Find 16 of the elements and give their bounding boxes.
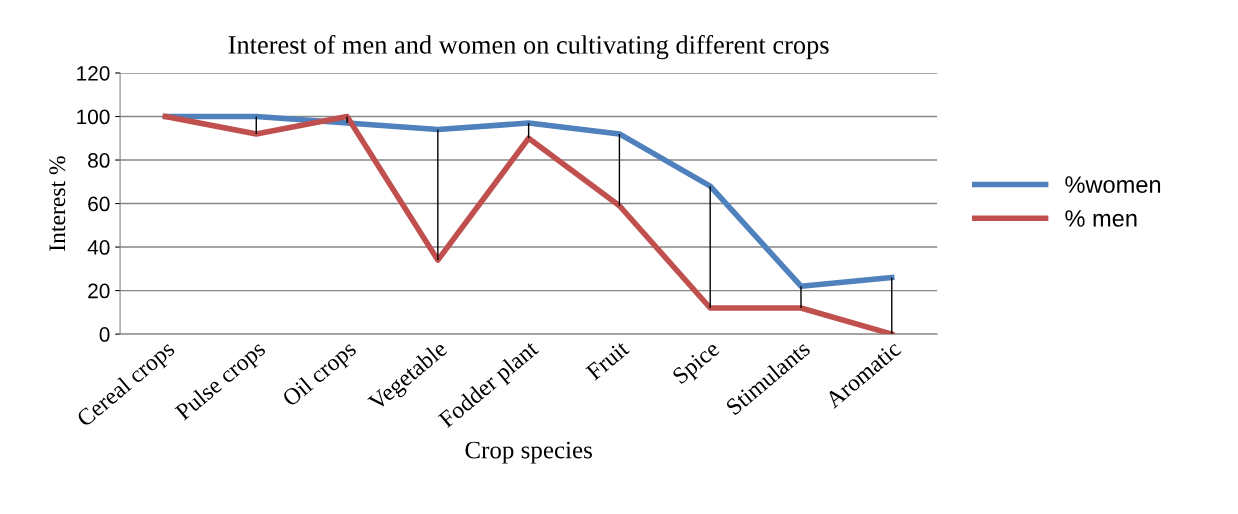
- x-tick-label: Spice: [671, 340, 724, 389]
- y-axis-title: Interest %: [49, 156, 66, 251]
- y-tick-label: 0: [99, 327, 110, 342]
- y-tick-label: 80: [88, 153, 110, 168]
- x-tick-label: Pulse crops: [173, 339, 270, 425]
- legend-label: % men: [1065, 210, 1137, 227]
- x-axis-title: Crop species: [465, 441, 592, 464]
- legend-label: %women: [1065, 176, 1161, 193]
- x-tick-label: Fruit: [585, 339, 630, 381]
- y-tick-label: 120: [77, 65, 110, 81]
- y-tick-label: 20: [88, 283, 110, 299]
- y-tick-label: 100: [77, 109, 110, 125]
- chart-title: Interest of men and women on cultivating different crops: [228, 34, 829, 60]
- y-tick-label: 60: [88, 196, 110, 212]
- y-tick-label: 40: [87, 240, 110, 255]
- x-tick-label: Oil crops: [280, 339, 361, 411]
